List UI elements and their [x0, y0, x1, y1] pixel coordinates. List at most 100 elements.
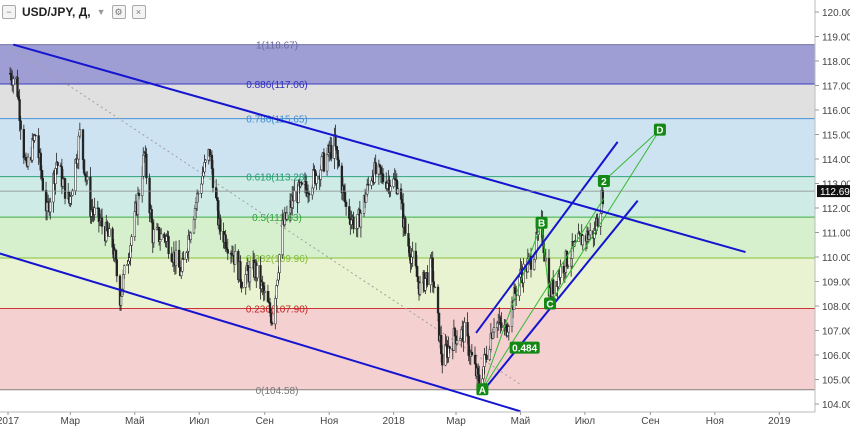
channel-line	[481, 200, 639, 393]
candle-body	[240, 281, 243, 288]
candle-body	[145, 153, 148, 179]
candle-body	[381, 173, 385, 183]
candle-body	[34, 134, 37, 137]
candle-body	[320, 156, 323, 171]
candle-body	[496, 322, 499, 328]
candle-body	[365, 193, 368, 203]
candle-body	[234, 251, 237, 265]
candle-body	[587, 234, 591, 240]
annotation-badge	[544, 297, 557, 310]
candle-body	[330, 145, 333, 159]
candle-body	[470, 351, 473, 356]
candle-body	[76, 158, 79, 164]
caret-down-icon[interactable]: ▼	[96, 7, 106, 17]
candle-body	[414, 250, 417, 267]
candle-body	[473, 354, 477, 364]
candle-body	[356, 214, 359, 229]
fib-level-label: 1(118.67)	[256, 41, 298, 52]
candle-body	[78, 129, 81, 137]
y-tick-label: 113.00	[822, 180, 850, 191]
settings-icon[interactable]: ⚙	[111, 5, 126, 19]
channel-line	[475, 141, 619, 334]
candle-body	[261, 281, 264, 287]
candle-body	[440, 335, 443, 355]
candle-body	[83, 172, 87, 176]
candle-body	[204, 159, 207, 163]
candle-body	[133, 211, 136, 237]
candle-body	[276, 279, 279, 286]
pattern-line	[481, 197, 605, 390]
y-tick-label: 104.00	[822, 400, 850, 411]
candle-body	[170, 253, 173, 262]
candle-body	[137, 193, 141, 197]
candle-body	[410, 256, 413, 264]
candle-body	[378, 164, 382, 168]
candle-body	[426, 272, 429, 286]
candle-body	[141, 176, 144, 197]
candle-body	[192, 219, 196, 234]
candle-body	[41, 178, 45, 191]
candle-body	[506, 331, 509, 336]
candle-body	[570, 258, 573, 267]
fib-level-label: 0.236(107.90)	[246, 304, 308, 315]
candle-body	[178, 249, 181, 268]
candle-body	[194, 202, 198, 209]
candle-body	[200, 183, 203, 194]
candle-body	[344, 201, 348, 207]
candle-body	[500, 322, 503, 328]
fib-band	[0, 84, 815, 119]
candle-body	[77, 135, 80, 160]
annotation-badge	[476, 383, 489, 396]
candle-body	[315, 175, 318, 184]
candle-body	[31, 138, 34, 161]
candle-body	[366, 183, 369, 195]
annotation-badge	[597, 175, 610, 188]
collapse-icon[interactable]: −	[2, 5, 16, 19]
candle-body	[224, 234, 227, 248]
y-tick-label: 119.00	[822, 33, 850, 44]
y-tick-label: 108.00	[822, 302, 850, 313]
annotation-label: A	[479, 385, 486, 396]
candle-body	[150, 209, 153, 223]
close-icon[interactable]: ×	[131, 5, 146, 19]
candle-body	[581, 235, 584, 246]
candle-body	[69, 196, 72, 204]
candle-body	[189, 232, 192, 240]
candle-body	[216, 197, 219, 201]
candle-body	[219, 218, 222, 232]
candle-body	[45, 202, 49, 212]
plot-area: 1(118.67)0.886(117.06)0.786(115.65)0.618…	[0, 41, 815, 412]
candle-body	[370, 180, 373, 186]
pattern-line	[481, 222, 543, 390]
candle-body	[202, 171, 205, 177]
symbol-title[interactable]: USD/JPY, Д,	[22, 5, 91, 19]
candle-body	[281, 219, 284, 255]
candle-body	[24, 157, 28, 161]
candle-body	[460, 329, 463, 339]
y-tick-label: 109.00	[822, 278, 850, 289]
pattern-line	[541, 222, 551, 304]
x-tick-label: Сен	[256, 416, 274, 427]
candle-body	[129, 245, 132, 259]
candle-body	[54, 168, 57, 185]
candle-body	[277, 272, 280, 281]
candle-body	[268, 302, 272, 314]
candle-body	[453, 328, 457, 337]
candle-body	[596, 218, 599, 227]
candle-body	[244, 274, 247, 288]
y-tick-label: 105.00	[822, 376, 850, 387]
candle-body	[312, 169, 315, 189]
candle-body	[386, 183, 389, 189]
candle-body	[16, 76, 19, 97]
candle-body	[448, 346, 451, 349]
candle-body	[181, 258, 184, 272]
candle-body	[263, 291, 266, 293]
candle-body	[404, 218, 407, 234]
annotation-badge	[535, 216, 548, 229]
x-axis-bg	[0, 412, 850, 427]
candle-body	[18, 99, 21, 121]
current-price-tag	[817, 185, 850, 198]
candle-body	[359, 212, 363, 228]
annotation-badge	[653, 123, 666, 136]
candle-body	[285, 212, 289, 220]
